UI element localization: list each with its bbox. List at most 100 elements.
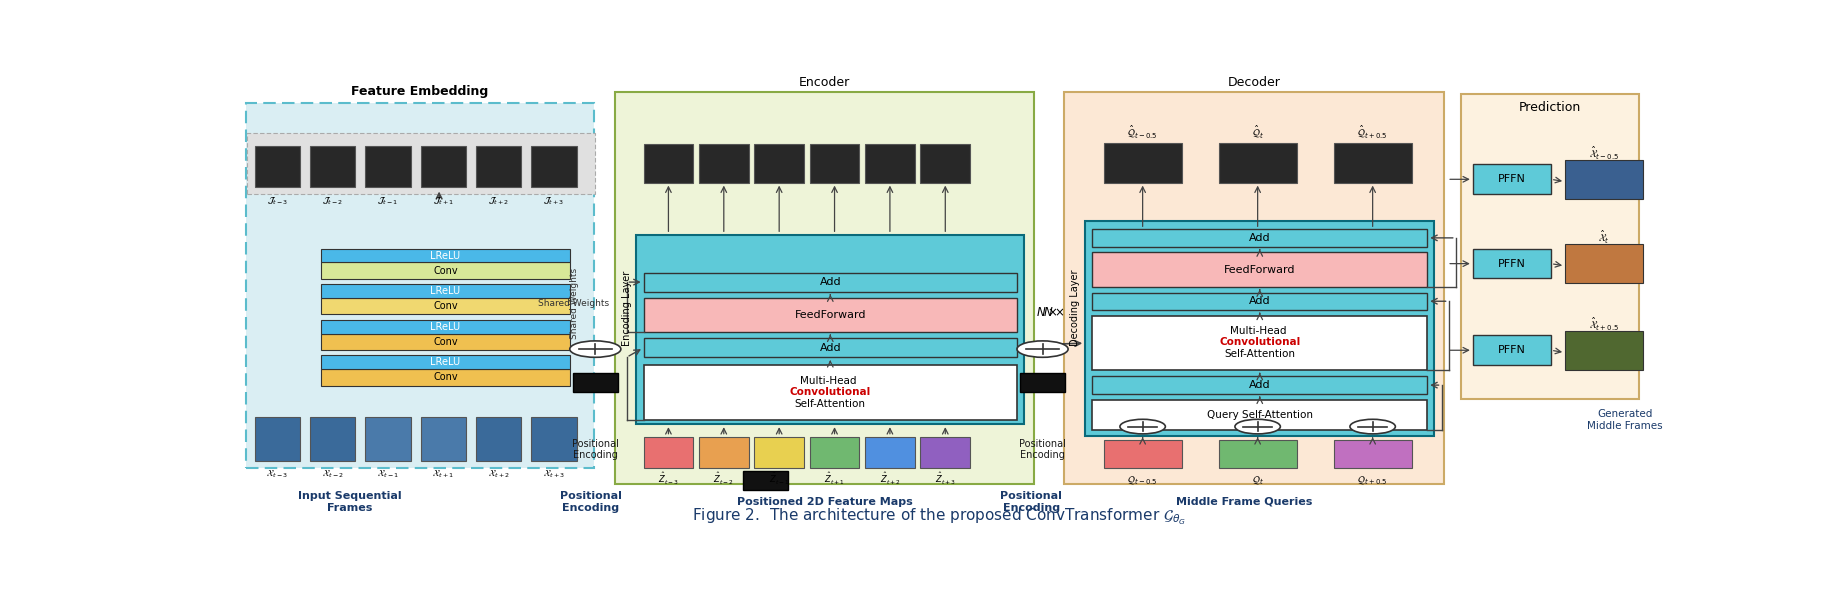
Text: $\mathcal{J}_{t-2}$: $\mathcal{J}_{t-2}$	[322, 195, 343, 207]
Bar	[1064, 92, 1444, 484]
Bar	[365, 146, 410, 187]
Text: PFFN: PFFN	[1499, 259, 1526, 269]
Bar	[476, 146, 522, 187]
Bar	[1473, 336, 1552, 365]
Text: $\mathcal{X}_{t+2}$: $\mathcal{X}_{t+2}$	[487, 467, 509, 480]
Text: $\hat{\mathcal{Q}}_{t-0.5}$: $\hat{\mathcal{Q}}_{t-0.5}$	[1127, 123, 1158, 140]
Bar	[531, 146, 577, 187]
Text: Multi-Head: Multi-Head	[1229, 326, 1290, 336]
Text: Add: Add	[819, 277, 841, 287]
Bar	[421, 417, 465, 461]
Text: Middle Frame Queries: Middle Frame Queries	[1176, 497, 1312, 507]
Bar	[310, 417, 355, 461]
Text: $\mathcal{X}_{t-3}$: $\mathcal{X}_{t-3}$	[266, 467, 288, 480]
Text: $\hat{\mathcal{Q}}_{t}$: $\hat{\mathcal{Q}}_{t}$	[1251, 123, 1264, 140]
Text: Conv: Conv	[432, 372, 458, 382]
Bar	[643, 365, 1017, 420]
Text: $\mathcal{Q}_{t}$: $\mathcal{Q}_{t}$	[1251, 474, 1264, 487]
Bar	[321, 334, 570, 350]
Text: Add: Add	[1249, 233, 1271, 243]
Bar	[700, 144, 749, 183]
Text: $\mathcal{J}_{t-3}$: $\mathcal{J}_{t-3}$	[266, 195, 288, 207]
Bar	[245, 103, 594, 468]
Bar	[573, 374, 617, 392]
Text: Conv: Conv	[432, 337, 458, 347]
Bar	[865, 437, 914, 468]
Bar	[365, 417, 410, 461]
Bar	[321, 355, 570, 369]
Bar	[1462, 94, 1640, 399]
Text: Shared Weights: Shared Weights	[539, 299, 610, 308]
Text: FeedForward: FeedForward	[795, 310, 867, 320]
Text: $\mathcal{X}_{t-2}$: $\mathcal{X}_{t-2}$	[322, 467, 344, 480]
Circle shape	[570, 341, 621, 358]
Text: $\hat{Z}_{t+2}$: $\hat{Z}_{t+2}$	[879, 471, 900, 487]
Bar	[247, 133, 595, 194]
Text: $\mathcal{Q}_{t-0.5}$: $\mathcal{Q}_{t-0.5}$	[1127, 474, 1158, 487]
Bar	[531, 417, 577, 461]
Text: PFFN: PFFN	[1499, 345, 1526, 355]
Bar	[1103, 440, 1182, 468]
Text: $\mathcal{J}_{t+2}$: $\mathcal{J}_{t+2}$	[487, 195, 509, 207]
Text: $N\times$: $N\times$	[1042, 306, 1064, 319]
Bar	[1473, 249, 1552, 278]
Text: $\mathcal{J}_{t-1}$: $\mathcal{J}_{t-1}$	[377, 195, 399, 207]
Bar	[1092, 377, 1427, 394]
Bar	[1092, 229, 1427, 246]
Bar	[810, 437, 859, 468]
Text: Encoding Layer: Encoding Layer	[621, 271, 632, 346]
Bar	[321, 320, 570, 334]
Text: Input Sequential
Frames: Input Sequential Frames	[299, 491, 401, 513]
Bar	[321, 262, 570, 279]
Text: Query Self-Attention: Query Self-Attention	[1207, 410, 1314, 420]
Text: Convolutional: Convolutional	[1218, 337, 1301, 347]
Text: $\hat{Z}_{t-2}$: $\hat{Z}_{t-2}$	[713, 471, 735, 487]
Text: $\mathcal{J}_{t+3}$: $\mathcal{J}_{t+3}$	[544, 195, 564, 207]
Text: Positional
Encoding: Positional Encoding	[1019, 439, 1066, 460]
Text: Self-Attention: Self-Attention	[795, 400, 867, 410]
Bar	[643, 144, 692, 183]
Text: LReLU: LReLU	[431, 250, 460, 260]
Text: Positional
Encoding: Positional Encoding	[572, 439, 619, 460]
Bar	[920, 437, 971, 468]
Text: FeedForward: FeedForward	[1224, 265, 1295, 275]
Bar	[636, 235, 1024, 424]
Circle shape	[1017, 341, 1068, 358]
Text: Multi-Head: Multi-Head	[801, 377, 861, 387]
Bar	[700, 437, 749, 468]
Bar	[1020, 374, 1064, 392]
Bar	[643, 272, 1017, 292]
Text: Decoder: Decoder	[1227, 76, 1281, 89]
Circle shape	[1235, 419, 1281, 434]
Bar	[616, 92, 1033, 484]
Bar	[1092, 400, 1427, 430]
Bar	[744, 471, 788, 490]
Text: Add: Add	[1249, 380, 1271, 390]
Text: $\hat{Z}_{t+1}$: $\hat{Z}_{t+1}$	[824, 471, 845, 487]
Text: $\mathcal{Q}_{t+0.5}$: $\mathcal{Q}_{t+0.5}$	[1358, 474, 1389, 487]
Text: Positional
Encoding: Positional Encoding	[1000, 491, 1063, 513]
Text: $\hat{Z}_{t-1}$: $\hat{Z}_{t-1}$	[769, 471, 790, 487]
Text: $\hat{\mathcal{Q}}_{t+0.5}$: $\hat{\mathcal{Q}}_{t+0.5}$	[1358, 123, 1389, 140]
Bar	[255, 417, 300, 461]
Bar	[810, 144, 859, 183]
Text: $\hat{\mathcal{X}}_{t}$: $\hat{\mathcal{X}}_{t}$	[1598, 229, 1610, 246]
Text: $\hat{\mathcal{X}}_{t+0.5}$: $\hat{\mathcal{X}}_{t+0.5}$	[1588, 316, 1619, 333]
Bar	[755, 144, 804, 183]
Text: Conv: Conv	[432, 301, 458, 311]
Circle shape	[1350, 419, 1396, 434]
Text: Decoding Layer: Decoding Layer	[1070, 270, 1081, 346]
Text: $\hat{Z}_{t+3}$: $\hat{Z}_{t+3}$	[934, 471, 956, 487]
Bar	[1565, 331, 1643, 369]
Bar	[255, 146, 300, 187]
Bar	[643, 298, 1017, 332]
Text: Self-Attention: Self-Attention	[1224, 349, 1295, 359]
Text: Positional
Encoding: Positional Encoding	[561, 491, 623, 513]
Bar	[321, 369, 570, 385]
Bar	[476, 417, 522, 461]
Bar	[310, 146, 355, 187]
Text: PFFN: PFFN	[1499, 174, 1526, 184]
Bar	[1103, 143, 1182, 183]
Text: Encoder: Encoder	[799, 76, 850, 89]
Text: $\hat{Z}_{t-3}$: $\hat{Z}_{t-3}$	[658, 471, 680, 487]
